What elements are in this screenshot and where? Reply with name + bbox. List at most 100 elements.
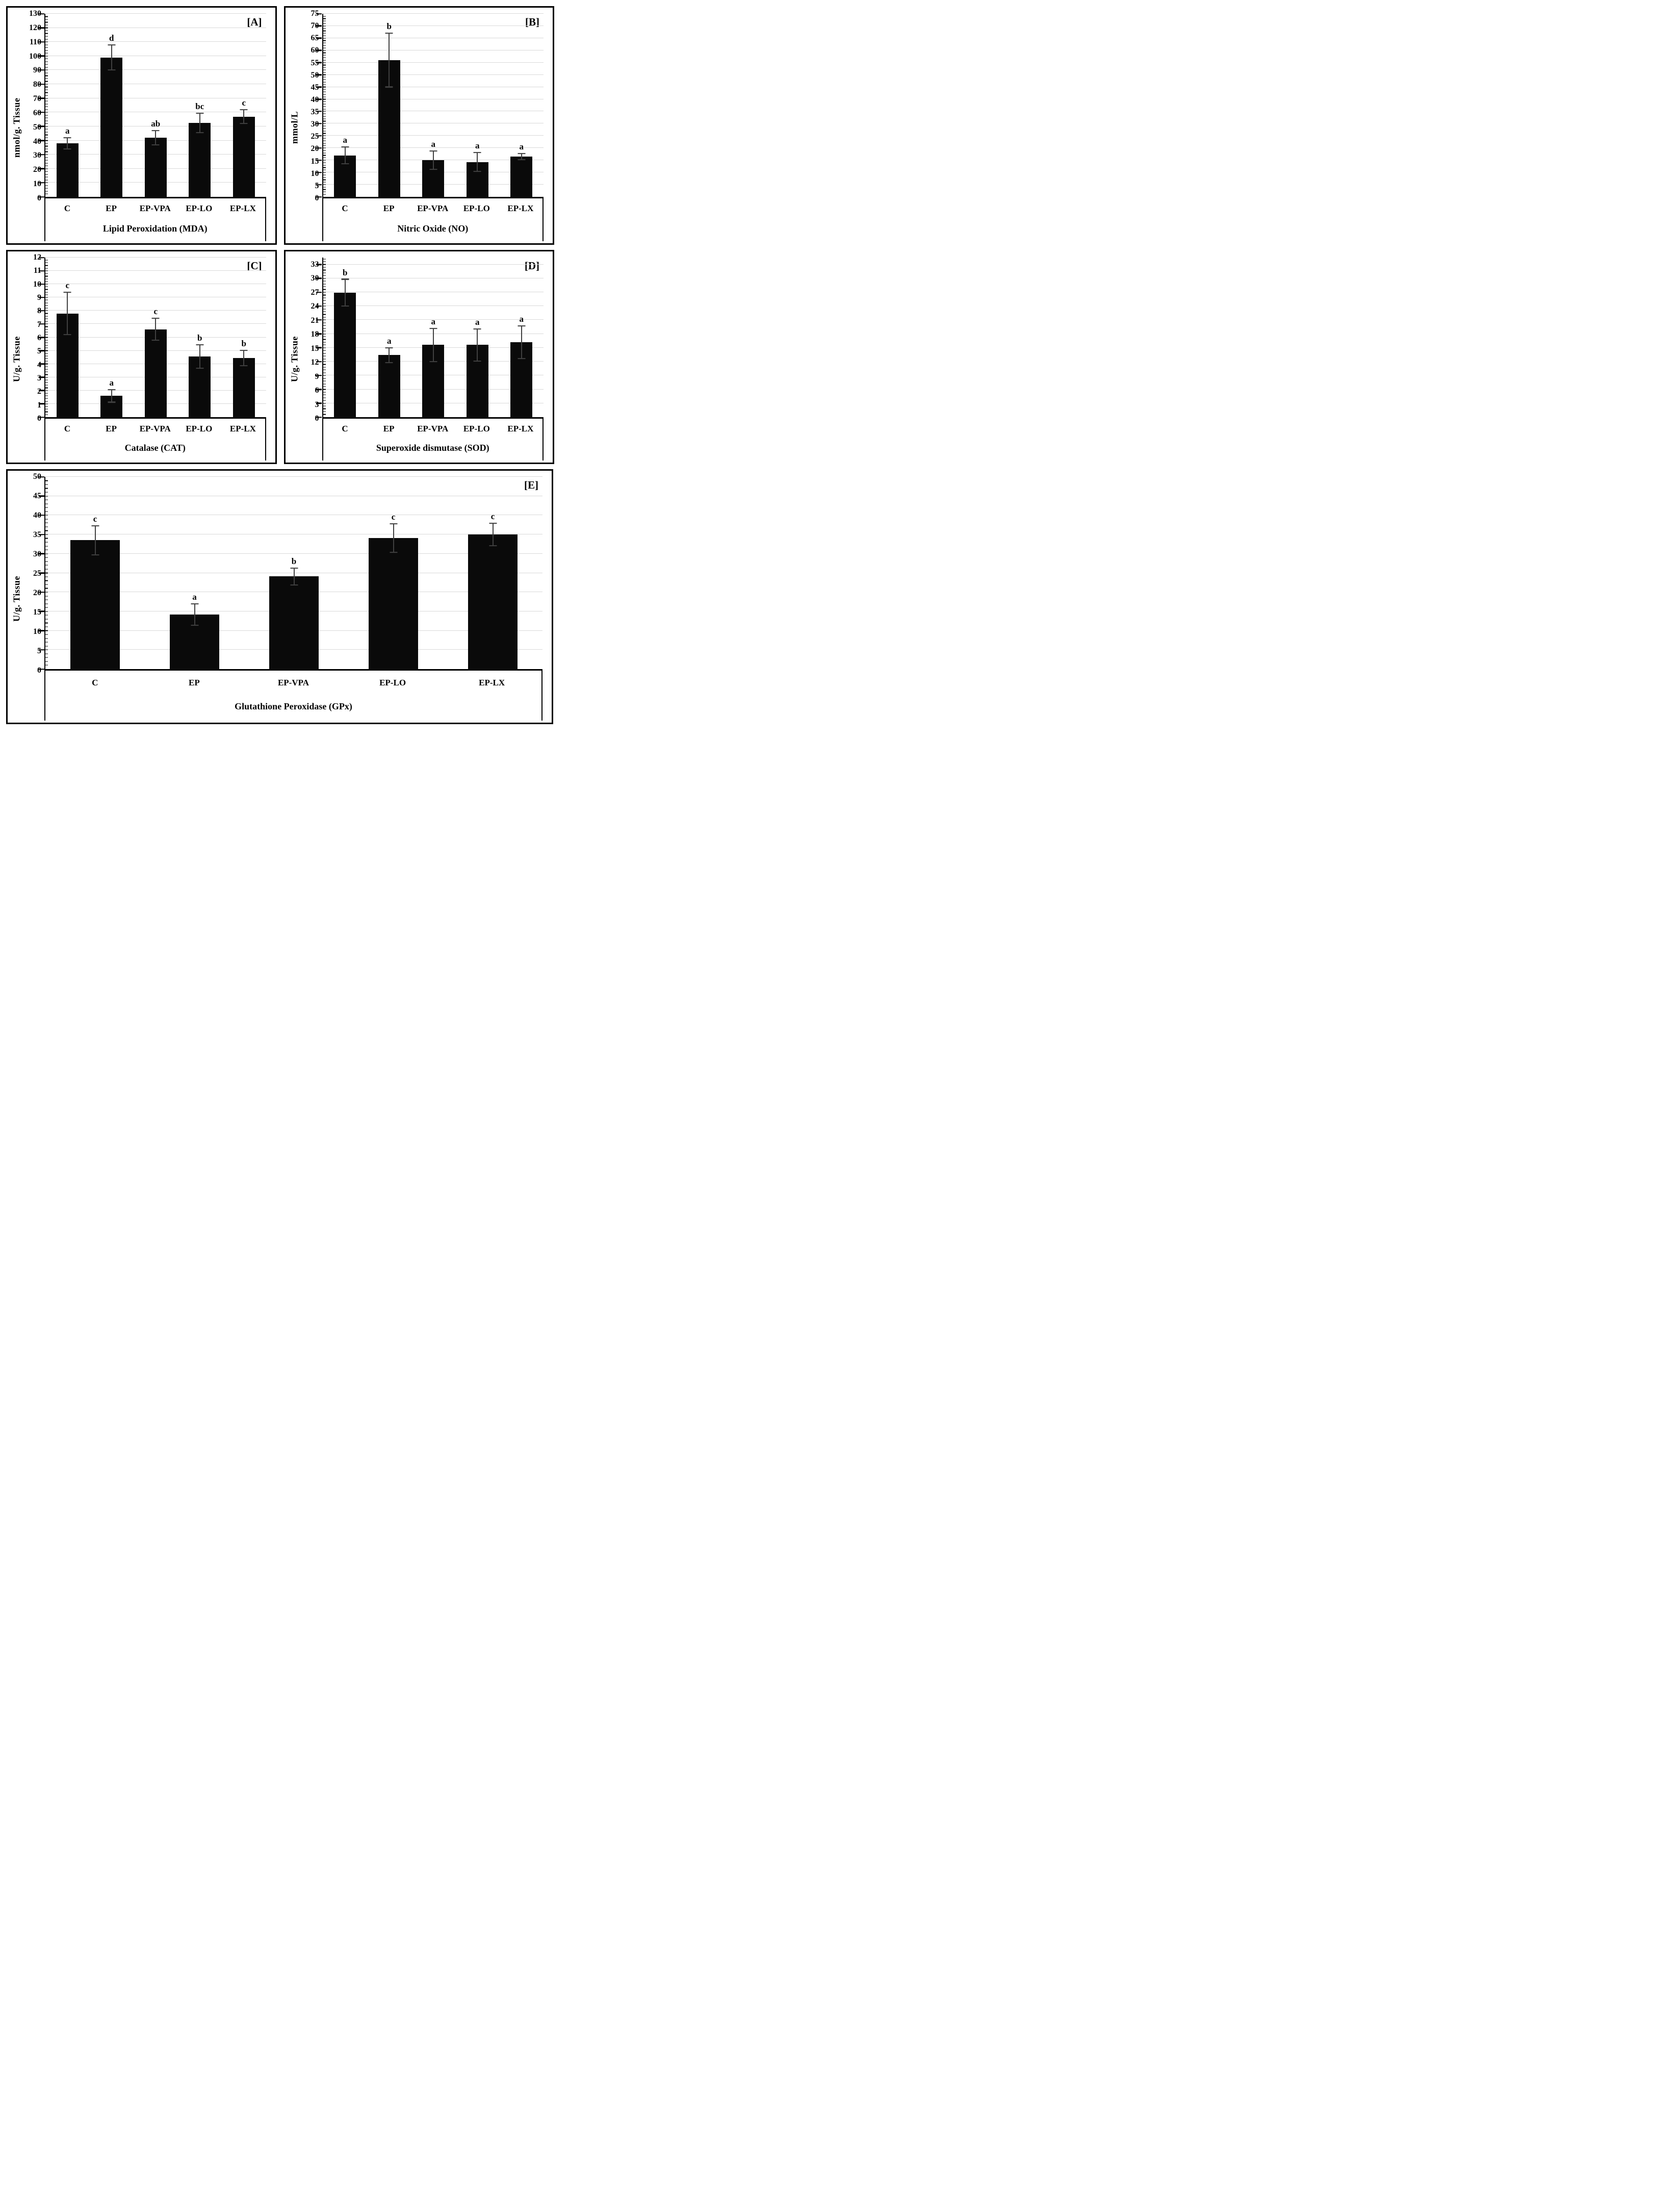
y-axis-minor-tick <box>323 33 326 34</box>
y-axis-minor-tick <box>323 28 326 29</box>
y-axis-minor-tick <box>45 302 48 303</box>
y-axis-tick-label: 0 <box>315 414 319 423</box>
chart-body: nmol/g. Tissue 0 10 20 30 40 50 60 70 80 90 100 110… <box>11 10 266 241</box>
bar-EP-VPA <box>144 138 167 197</box>
y-axis-major-tick <box>38 55 44 57</box>
y-axis-minor-tick <box>45 480 48 481</box>
error-bar <box>492 523 494 546</box>
y-axis-minor-tick <box>45 109 48 110</box>
y-axis-tick-label: 0 <box>37 414 41 423</box>
y-axis-minor-tick <box>45 515 48 516</box>
significance-letter: c <box>153 306 158 317</box>
error-bar <box>67 138 68 149</box>
y-axis-tick-label: 33 <box>311 260 319 269</box>
y-axis-minor-tick <box>323 96 326 97</box>
error-bar-cap-bottom <box>473 361 481 362</box>
gridline <box>45 553 542 554</box>
x-axis-title: Nitric Oxide (NO) <box>397 223 469 234</box>
y-axis-minor-tick <box>323 189 326 190</box>
y-axis-minor-tick <box>45 260 48 261</box>
y-axis-major-tick <box>316 333 322 335</box>
bar-EP-LO <box>368 538 419 669</box>
significance-letter: ab <box>151 119 161 129</box>
y-axis-minor-tick <box>45 588 48 589</box>
error-bar-cap-top <box>341 146 349 147</box>
y-axis-minor-tick <box>45 530 48 531</box>
y-axis-minor-tick <box>323 414 326 415</box>
multi-panel-bar-figure: nmol/g. Tissue 0 10 20 30 40 50 60 70 80 90 100 110… <box>0 0 560 733</box>
category-labels: C EP EP-VPA EP-LO EP-LX <box>323 198 543 219</box>
error-bar-cap-top <box>290 567 298 569</box>
y-axis-minor-tick <box>45 374 48 375</box>
error-bar <box>432 328 434 362</box>
plot-column: [B] a b a a a C EP EP-VPA EP-LO EP-LX Nitric… <box>316 13 544 241</box>
category-label: EP-LO <box>379 678 406 688</box>
error-bar <box>477 152 478 171</box>
panel-b-nitric-oxide: mmol/L 0 5 10 15 20 25 30 35 40 45 50 55 60 65 70 75 [B… <box>283 6 554 245</box>
category-label: EP-VPA <box>417 423 449 433</box>
y-axis-tick-label: 25 <box>33 569 41 578</box>
error-bar-cap-top <box>91 525 99 526</box>
y-axis-major-tick <box>38 376 44 378</box>
y-axis-tick-label: 18 <box>311 330 319 339</box>
gridline <box>45 257 266 258</box>
y-axis-minor-tick <box>323 300 326 301</box>
y-axis-minor-tick <box>323 123 326 124</box>
y-axis-tick-label: 10 <box>311 169 319 178</box>
panel-label: [E] <box>524 479 538 491</box>
error-bar <box>344 146 346 164</box>
panel-label: [D] <box>524 260 539 272</box>
panel-e-glutathione-peroxidase: U/g. Tissue 0 5 10 15 20 25 30 35 40 45 50 [E] c a b… <box>6 469 553 724</box>
error-bar-cap-bottom <box>290 584 298 585</box>
error-bar-cap-bottom <box>489 545 497 547</box>
y-axis-major-tick <box>38 140 44 141</box>
bar-C <box>56 143 79 197</box>
y-axis-minor-tick <box>323 389 326 390</box>
gridline <box>45 41 266 42</box>
y-axis-minor-tick <box>45 44 48 45</box>
error-bar-cap-top <box>385 347 393 349</box>
category-label: EP-LX <box>229 423 256 433</box>
y-axis-minor-tick <box>45 171 48 172</box>
y-axis-minor-tick <box>45 273 48 274</box>
y-axis-major-tick <box>38 69 44 71</box>
error-bar-cap-top <box>196 344 204 346</box>
y-axis-minor-tick <box>323 400 326 401</box>
significance-letter: c <box>242 97 246 108</box>
y-axis-tick-label: 15 <box>311 157 319 166</box>
y-axis-tick-label: 40 <box>33 137 41 146</box>
category-label: C <box>342 423 348 433</box>
y-axis-major-tick <box>38 668 44 670</box>
y-axis-major-tick <box>316 171 322 173</box>
significance-letter: a <box>343 135 348 145</box>
y-axis-major-tick <box>38 154 44 156</box>
plot-column: [E] c a b c c C EP EP-VPA EP-LO EP-LX Glutat… <box>38 476 542 721</box>
y-axis-tick-label: 15 <box>33 608 41 617</box>
y-axis-tick-label: 35 <box>311 108 319 117</box>
significance-letter: a <box>109 378 114 388</box>
panel-label: [A] <box>247 16 262 28</box>
y-axis-tick-label: 15 <box>311 344 319 353</box>
y-axis-minor-tick <box>323 62 326 63</box>
error-bar-cap-bottom <box>63 148 71 150</box>
y-axis-major-tick <box>38 390 44 392</box>
error-bar <box>393 524 394 552</box>
y-axis-minor-tick <box>45 188 48 189</box>
y-axis-major-tick <box>316 159 322 161</box>
y-axis-tick-labels: 0 10 20 30 40 50 60 70 80 90 100 110 120 130 <box>23 10 44 241</box>
figure-row-1: nmol/g. Tissue 0 10 20 30 40 50 60 70 80 90 100 110… <box>6 6 554 245</box>
y-axis-major-tick <box>316 347 322 349</box>
y-axis-major-tick <box>316 74 322 75</box>
y-axis-minor-tick <box>45 350 48 351</box>
y-axis-minor-tick <box>45 534 48 535</box>
error-bar-cap-bottom <box>108 401 116 403</box>
y-axis-tick-label: 10 <box>33 627 41 636</box>
significance-letter: a <box>431 139 436 149</box>
error-bar-cap-top <box>518 325 526 327</box>
error-bar-cap-top <box>473 328 481 329</box>
y-axis-minor-tick <box>45 369 48 370</box>
error-bar <box>477 328 478 362</box>
y-axis-tick-label: 20 <box>33 589 41 597</box>
y-axis-minor-tick <box>45 331 48 333</box>
y-axis-minor-tick <box>323 111 326 112</box>
